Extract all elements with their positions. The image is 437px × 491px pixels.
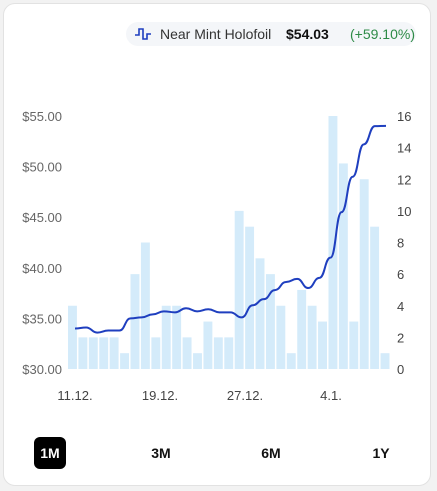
range-button-6m[interactable]: 6M [261, 445, 281, 461]
volume-bar [130, 274, 140, 369]
volume-bar [245, 226, 255, 369]
volume-bar [161, 305, 171, 369]
series-name: Near Mint Holofoil [160, 26, 272, 42]
volume-bar [318, 321, 327, 369]
volume-bar [380, 353, 390, 369]
current-price: $54.03 [286, 26, 329, 42]
volume-bar [255, 258, 265, 369]
volume-bar [109, 337, 119, 369]
volume-bar [370, 226, 380, 369]
volume-bar [120, 353, 130, 369]
volume-bar [182, 337, 192, 369]
price-change: (+59.10%) [350, 26, 415, 42]
volume-bar [193, 353, 202, 369]
series-legend-pill [126, 22, 416, 46]
volume-bar [213, 337, 223, 369]
range-button-1m[interactable]: 1M [34, 437, 66, 469]
volume-bar [276, 305, 286, 369]
volume-bar [172, 305, 182, 369]
volume-bar [203, 321, 213, 369]
volume-bar [234, 210, 244, 369]
y-right-tick-label: 4 [397, 299, 404, 314]
y-right-tick-label: 12 [397, 172, 411, 187]
y-left-tick-label: $50.00 [22, 160, 62, 175]
y-right-tick-label: 16 [397, 109, 411, 124]
volume-bar [286, 353, 296, 369]
y-left-tick-label: $45.00 [22, 210, 62, 225]
price-line-icon [135, 28, 151, 40]
volume-bar [349, 321, 359, 369]
y-left-tick-label: $35.00 [22, 311, 62, 326]
y-right-tick-label: 8 [397, 236, 404, 251]
y-right-tick-label: 6 [397, 267, 404, 282]
x-tick-label: 4.1. [320, 388, 342, 403]
volume-bar [359, 179, 369, 369]
volume-bar [151, 337, 161, 369]
y-right-tick-label: 2 [397, 330, 404, 345]
y-left-tick-label: $40.00 [22, 261, 62, 276]
x-tick-label: 27.12. [227, 388, 263, 403]
price-line [74, 124, 387, 334]
y-left-tick-label: $30.00 [22, 362, 62, 377]
volume-bar [297, 289, 307, 369]
range-button-3m[interactable]: 3M [151, 445, 171, 461]
y-right-tick-label: 14 [397, 141, 411, 156]
volume-bar [78, 337, 88, 369]
x-tick-label: 11.12. [57, 388, 92, 403]
y-right-tick-label: 10 [397, 204, 411, 219]
volume-bar [338, 163, 348, 369]
volume-bar [68, 305, 77, 369]
x-tick-label: 19.12. [142, 388, 178, 403]
volume-bar [140, 242, 150, 369]
y-right-tick-label: 0 [397, 362, 404, 377]
range-button-1y[interactable]: 1Y [372, 445, 390, 461]
y-left-tick-label: $55.00 [22, 109, 62, 124]
price-history-card [3, 3, 431, 486]
volume-bar [88, 337, 98, 369]
volume-bar [224, 337, 234, 369]
volume-bar [265, 274, 275, 369]
volume-bar [328, 116, 338, 369]
volume-bar [99, 337, 109, 369]
volume-bar [307, 305, 317, 369]
